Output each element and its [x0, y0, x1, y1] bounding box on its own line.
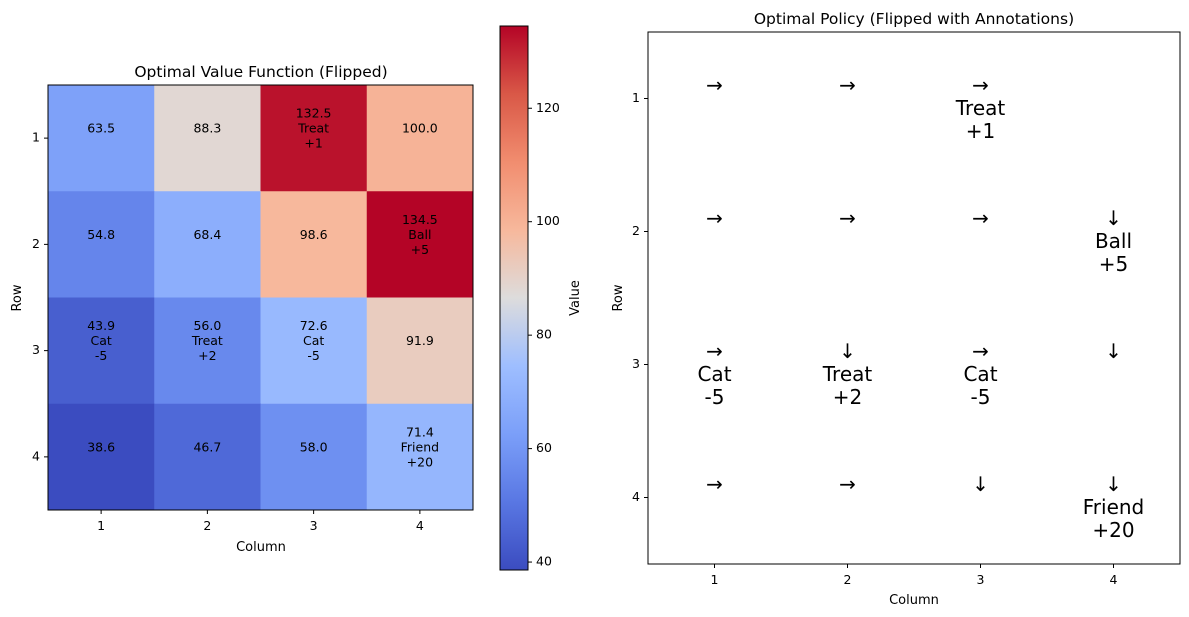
heatmap-cell-label: 71.4 Friend +20: [401, 424, 439, 469]
heatmap-y-tick-label: 4: [32, 448, 40, 463]
policy-cell: →: [839, 73, 856, 97]
heatmap-cell: [154, 85, 261, 192]
policy-cell: ↓ Friend +20: [1083, 472, 1145, 542]
policy-frame: [647, 31, 1181, 565]
heatmap-cell: [154, 191, 261, 298]
heatmap-cell: [48, 297, 155, 405]
heatmap-y-axis-label: Row: [10, 284, 25, 311]
policy-cell: → Cat -5: [697, 339, 731, 409]
heatmap-cell: [260, 403, 368, 511]
heatmap-cell-label: 72.6 Cat -5: [300, 318, 328, 363]
policy-x-tick-label: 1: [711, 572, 719, 587]
heatmap-cell-label: 132.5 Treat +1: [296, 106, 332, 151]
heatmap-x-ticks: 1 2 3 4: [97, 510, 424, 533]
heatmap-cell: [366, 297, 474, 405]
colorbar-label: Value: [568, 280, 583, 316]
policy-y-tick-label: 2: [632, 223, 640, 238]
heatmap-y-tick-label: 3: [32, 342, 40, 357]
heatmap-cell: [260, 297, 368, 405]
colorbar-tick-label: 120: [536, 100, 560, 115]
policy-cell: ↓ Ball +5: [1095, 206, 1132, 276]
colorbar-tick-label: 40: [536, 554, 552, 569]
value-heatmap-panel: Optimal Value Function (Flipped) 63.5 88.…: [10, 63, 474, 555]
policy-cell: ↓: [1105, 339, 1122, 363]
heatmap-cell: [366, 403, 474, 511]
heatmap-cell: [154, 297, 261, 405]
policy-y-axis-label: Row: [611, 284, 626, 311]
policy-cells: → → → Treat +1 → → → ↓ Ball +5 → Cat -5 ↓ Treat +2 → Cat -5…: [697, 73, 1144, 542]
heatmap-cell: [260, 85, 368, 192]
heatmap-cells: 63.5 88.3 132.5 Treat +1 100.0 54.8 68.4 98.6 134…: [48, 85, 474, 511]
policy-cell: ↓: [972, 472, 989, 496]
heatmap-x-tick-label: 3: [310, 518, 318, 533]
heatmap-cell-label: 100.0: [402, 121, 438, 136]
policy-title: Optimal Policy (Flipped with Annotations…: [754, 10, 1074, 28]
heatmap-cell-label: 98.6: [300, 227, 328, 242]
heatmap-cell-label: 46.7: [193, 439, 221, 454]
heatmap-cell: [48, 403, 155, 511]
policy-cell: →: [839, 472, 856, 496]
heatmap-cell: [48, 191, 155, 298]
colorbar-tick-label: 80: [536, 327, 552, 342]
heatmap-cell-label: 91.9: [406, 333, 434, 348]
heatmap-cell: [154, 403, 261, 511]
policy-cell: →: [706, 73, 723, 97]
heatmap-cell-label: 88.3: [193, 121, 221, 136]
colorbar-gradient: [499, 25, 529, 571]
colorbar: 40 60 80 100 120 Value: [499, 25, 583, 571]
heatmap-cell: [48, 85, 155, 192]
heatmap-x-tick-label: 1: [97, 518, 105, 533]
heatmap-cell: [366, 85, 474, 192]
heatmap-cell: [366, 191, 474, 298]
heatmap-x-tick-label: 4: [416, 518, 424, 533]
policy-y-tick-label: 1: [632, 90, 640, 105]
policy-x-axis-label: Column: [889, 593, 939, 608]
heatmap-x-tick-label: 2: [203, 518, 211, 533]
heatmap-cell-label: 68.4: [193, 227, 221, 242]
policy-x-tick-label: 2: [844, 572, 852, 587]
policy-x-tick-label: 4: [1110, 572, 1118, 587]
heatmap-cell-label: 38.6: [87, 439, 115, 454]
heatmap-cell-label: 43.9 Cat -5: [87, 318, 115, 363]
colorbar-ticks: 40 60 80 100 120: [528, 100, 560, 569]
heatmap-y-tick-label: 1: [32, 130, 40, 145]
heatmap-cell: [260, 191, 368, 298]
heatmap-cell-label: 134.5 Ball +5: [402, 212, 438, 257]
policy-x-tick-label: 3: [977, 572, 985, 587]
policy-cell: →: [706, 206, 723, 230]
colorbar-tick-label: 100: [536, 213, 560, 228]
heatmap-title: Optimal Value Function (Flipped): [134, 63, 387, 81]
heatmap-y-tick-label: 2: [32, 236, 40, 251]
policy-y-tick-label: 3: [632, 356, 640, 371]
heatmap-frame: [47, 84, 474, 511]
policy-cell: → Cat -5: [963, 339, 997, 409]
heatmap-cell-label: 54.8: [87, 227, 115, 242]
colorbar-tick-label: 60: [536, 440, 552, 455]
policy-y-tick-label: 4: [632, 489, 640, 504]
policy-cell: →: [706, 472, 723, 496]
heatmap-cell-label: 63.5: [87, 121, 115, 136]
policy-x-ticks: 1 2 3 4: [711, 564, 1118, 587]
policy-panel: Optimal Policy (Flipped with Annotations…: [611, 10, 1181, 608]
heatmap-x-axis-label: Column: [236, 540, 286, 555]
policy-cell: →: [972, 206, 989, 230]
heatmap-cell-label: 56.0 Treat +2: [191, 318, 223, 363]
policy-y-ticks: 1 2 3 4: [632, 90, 648, 504]
policy-cell: → Treat +1: [955, 73, 1006, 143]
heatmap-cell-label: 58.0: [300, 439, 328, 454]
policy-cell: ↓ Treat +2: [822, 339, 873, 409]
heatmap-y-ticks: 1 2 3 4: [32, 130, 48, 463]
policy-cell: →: [839, 206, 856, 230]
